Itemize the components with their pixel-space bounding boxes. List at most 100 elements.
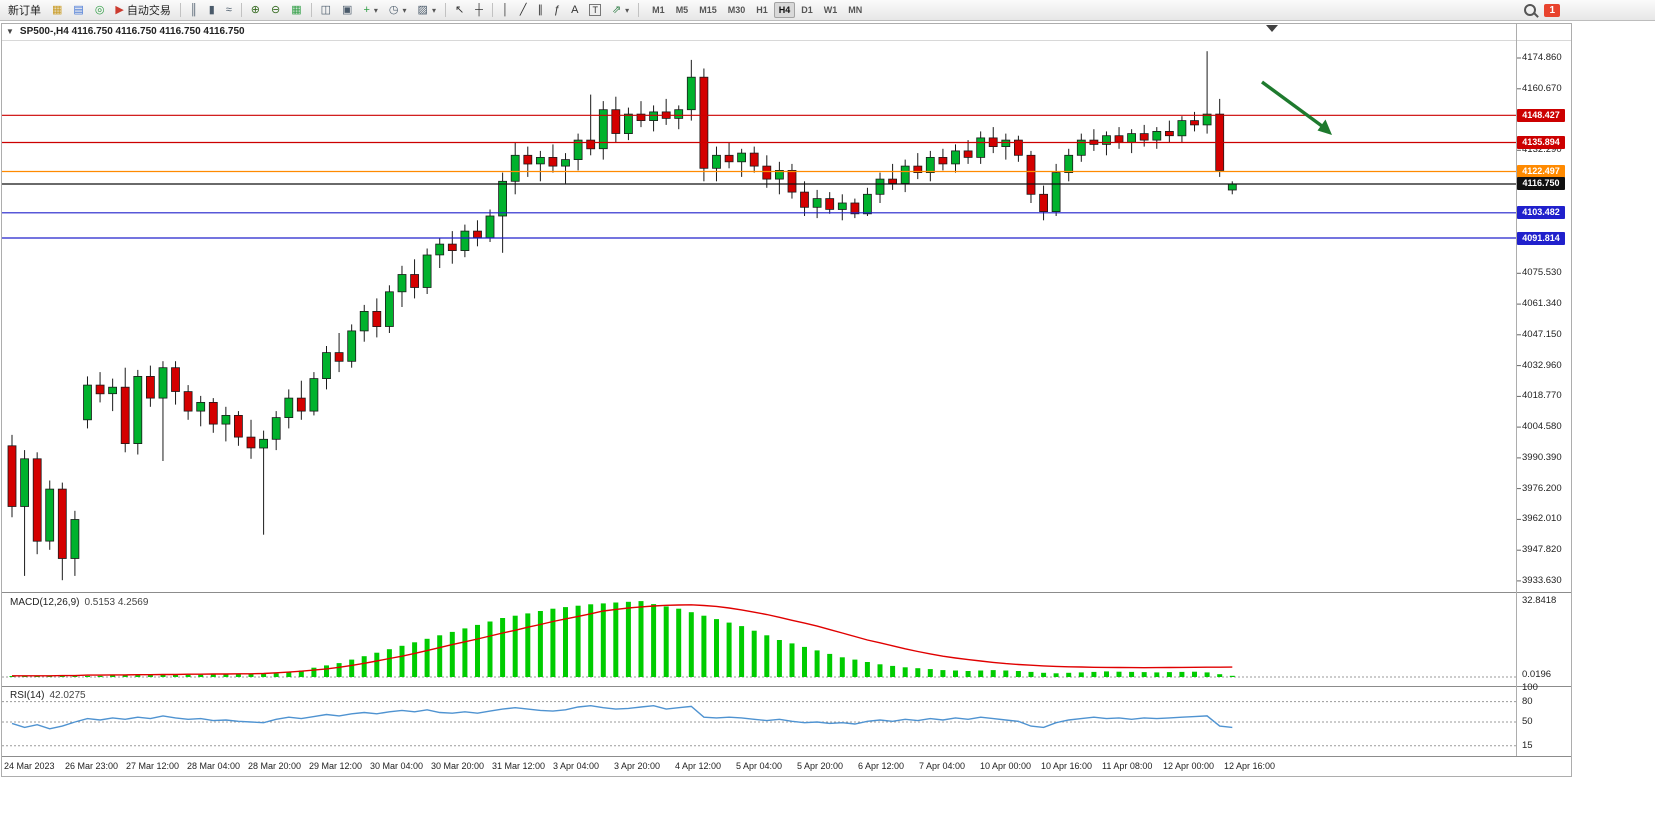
grid-icon: ▦ — [291, 4, 302, 16]
time-axis-label: 5 Apr 04:00 — [736, 761, 783, 771]
add-indicator-button[interactable]: + ▾ — [358, 2, 382, 18]
search-icon[interactable] — [1524, 4, 1537, 16]
chart-collapse-icon[interactable]: ▼ — [6, 27, 14, 36]
zoom-in-icon[interactable]: ⊕ — [246, 2, 265, 18]
time-axis-label: 3 Apr 20:00 — [614, 761, 661, 771]
price-axis-label: 4004.580 — [1522, 421, 1562, 433]
time-axis-label: 30 Mar 04:00 — [370, 761, 424, 771]
price-axis-label: 3976.200 — [1522, 482, 1562, 494]
timeframe-mn-button[interactable]: MN — [848, 5, 863, 15]
time-axis-label: 11 Apr 08:00 — [1102, 761, 1153, 771]
price-line-badge[interactable]: 4148.427 — [1517, 108, 1565, 122]
auto-trading-button[interactable]: ▶ 自动交易 — [110, 0, 175, 20]
time-axis-label: 10 Apr 00:00 — [980, 761, 1032, 771]
trendline-icon: ╱ — [519, 4, 527, 16]
toolbar-separator — [491, 3, 493, 17]
price-line-badge[interactable]: 4122.497 — [1517, 165, 1565, 179]
text-tool-icon: A — [571, 4, 579, 16]
timeframe-m5-button[interactable]: M5 — [675, 5, 689, 15]
arrows-tool-icon[interactable]: ⇗ ▾ — [607, 2, 634, 18]
price-line-badge[interactable]: 4135.894 — [1517, 135, 1565, 149]
template-icon: ▨ — [417, 4, 428, 16]
macd-values: 0.5153 4.2569 — [84, 597, 149, 608]
timeframe-h1-button[interactable]: H1 — [756, 5, 768, 15]
rsi-panel-label: RSI(14) 42.0275 — [10, 690, 86, 701]
notifications-badge[interactable]: 1 — [1544, 3, 1560, 17]
arrows-tool-icon: ⇗ — [611, 4, 622, 16]
vertical-line-icon: │ — [501, 4, 509, 16]
chevron-down-icon: ▾ — [402, 5, 407, 15]
market-watch-icon: ◎ — [94, 4, 105, 16]
timeframe-w1-button[interactable]: W1 — [823, 5, 838, 15]
text-label-tool-icon[interactable]: T — [584, 2, 606, 18]
price-axis-label: 4132.290 — [1522, 144, 1562, 156]
time-axis-label: 7 Apr 04:00 — [919, 761, 966, 771]
period-icon: ◷ — [388, 4, 399, 16]
time-axis-label: 10 Apr 16:00 — [1041, 761, 1093, 771]
timeframe-m30-button[interactable]: M30 — [727, 5, 746, 15]
vertical-line-icon[interactable]: │ — [497, 2, 514, 18]
rsi-axis-label: 15 — [1522, 739, 1533, 751]
fibonacci-icon[interactable]: ƒ — [549, 2, 565, 18]
text-label-tool-icon: T — [589, 4, 601, 16]
price-axis-label: 4061.340 — [1522, 298, 1562, 310]
price-axis-label: 3947.820 — [1522, 544, 1562, 556]
time-axis-label: 28 Mar 20:00 — [248, 761, 302, 771]
candlestick-chart-icon[interactable]: ▮ — [204, 2, 220, 18]
price-axis-label: 3990.390 — [1522, 451, 1562, 463]
auto-trading-button-label: 自动交易 — [126, 5, 171, 17]
new-order-button[interactable]: 新订单 — [3, 0, 46, 20]
chart-profiles-icon[interactable]: ▤ — [68, 2, 88, 18]
macd-axis-min-label: 0.0196 — [1522, 669, 1552, 680]
trendline-icon[interactable]: ╱ — [515, 2, 532, 18]
candlestick-chart-icon: ▮ — [208, 4, 215, 16]
period-button[interactable]: ◷ ▾ — [384, 2, 412, 18]
grid-icon[interactable]: ▦ — [286, 2, 306, 18]
time-axis-label: 12 Apr 16:00 — [1224, 761, 1276, 771]
rsi-axis-label: 80 — [1522, 695, 1533, 707]
timeframe-h4-button[interactable]: H4 — [773, 2, 796, 18]
zoom-out-icon: ⊖ — [271, 4, 281, 16]
chart-title: ▼ SP500-,H4 4116.750 4116.750 4116.750 4… — [6, 26, 245, 37]
cursor-icon[interactable]: ↖ — [450, 2, 469, 18]
time-axis-label: 4 Apr 12:00 — [675, 761, 722, 771]
tile-windows-icon[interactable]: ◫ — [316, 2, 336, 18]
price-scale: 4174.8604160.6704146.4804132.2904118.100… — [1517, 0, 1655, 825]
timeframe-d1-button[interactable]: D1 — [801, 5, 813, 15]
new-chart-icon: ▦ — [52, 4, 63, 16]
time-axis-label: 27 Mar 12:00 — [126, 761, 180, 771]
price-axis-label: 4160.670 — [1522, 82, 1562, 94]
fibonacci-icon: ƒ — [553, 4, 561, 16]
bar-chart-icon[interactable]: ║ — [185, 2, 203, 18]
cascade-windows-icon: ▣ — [342, 4, 353, 16]
chart-title-text: SP500-,H4 4116.750 4116.750 4116.750 411… — [19, 26, 245, 37]
time-axis-label: 28 Mar 04:00 — [187, 761, 241, 771]
channel-icon[interactable]: ∥ — [532, 2, 548, 18]
price-line-badge[interactable]: 4103.482 — [1517, 206, 1565, 220]
channel-icon: ∥ — [537, 4, 543, 16]
price-axis-label: 4047.150 — [1522, 328, 1562, 340]
time-axis-label: 24 Mar 2023 — [4, 761, 55, 771]
line-chart-icon: ≈ — [225, 4, 232, 16]
time-axis-label: 6 Apr 12:00 — [858, 761, 905, 771]
zoom-out-icon[interactable]: ⊖ — [266, 2, 285, 18]
cascade-windows-icon[interactable]: ▣ — [337, 2, 357, 18]
chevron-down-icon: ▾ — [373, 5, 378, 15]
current-price-badge[interactable]: 4116.750 — [1517, 177, 1565, 191]
price-axis-label: 4174.860 — [1522, 52, 1562, 63]
timeframe-m1-button[interactable]: M1 — [652, 5, 665, 15]
chevron-down-icon: ▾ — [625, 5, 630, 15]
text-tool-icon[interactable]: A — [566, 2, 583, 18]
macd-label: MACD(12,26,9) — [10, 597, 80, 608]
line-chart-icon[interactable]: ≈ — [221, 2, 237, 18]
timeframe-m15-button[interactable]: M15 — [699, 5, 717, 15]
template-button[interactable]: ▨ ▾ — [413, 2, 441, 18]
time-axis-label: 5 Apr 20:00 — [797, 761, 844, 771]
time-axis-label: 12 Apr 00:00 — [1163, 761, 1215, 771]
toolbar-separator — [444, 3, 446, 17]
market-watch-icon[interactable]: ◎ — [90, 2, 110, 18]
price-line-badge[interactable]: 4091.814 — [1517, 231, 1565, 245]
new-chart-icon[interactable]: ▦ — [47, 2, 67, 18]
crosshair-icon[interactable]: ┼ — [470, 2, 488, 18]
